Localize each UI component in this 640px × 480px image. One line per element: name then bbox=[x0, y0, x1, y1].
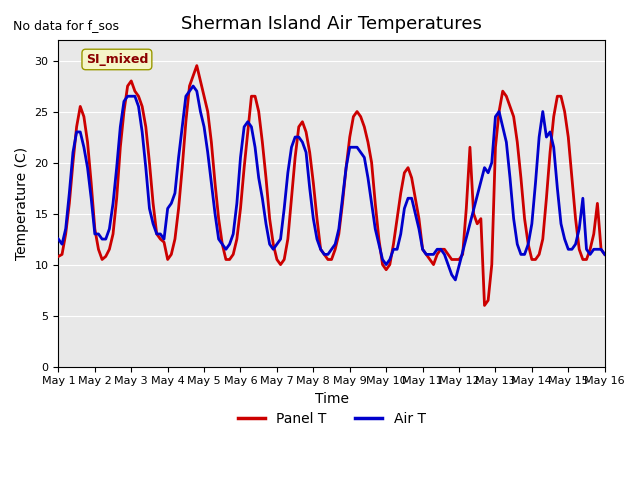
X-axis label: Time: Time bbox=[314, 392, 349, 406]
Title: Sherman Island Air Temperatures: Sherman Island Air Temperatures bbox=[181, 15, 482, 33]
Y-axis label: Temperature (C): Temperature (C) bbox=[15, 147, 29, 260]
Text: SI_mixed: SI_mixed bbox=[86, 53, 148, 66]
Text: No data for f_sos: No data for f_sos bbox=[13, 19, 119, 32]
Legend: Panel T, Air T: Panel T, Air T bbox=[232, 407, 431, 432]
